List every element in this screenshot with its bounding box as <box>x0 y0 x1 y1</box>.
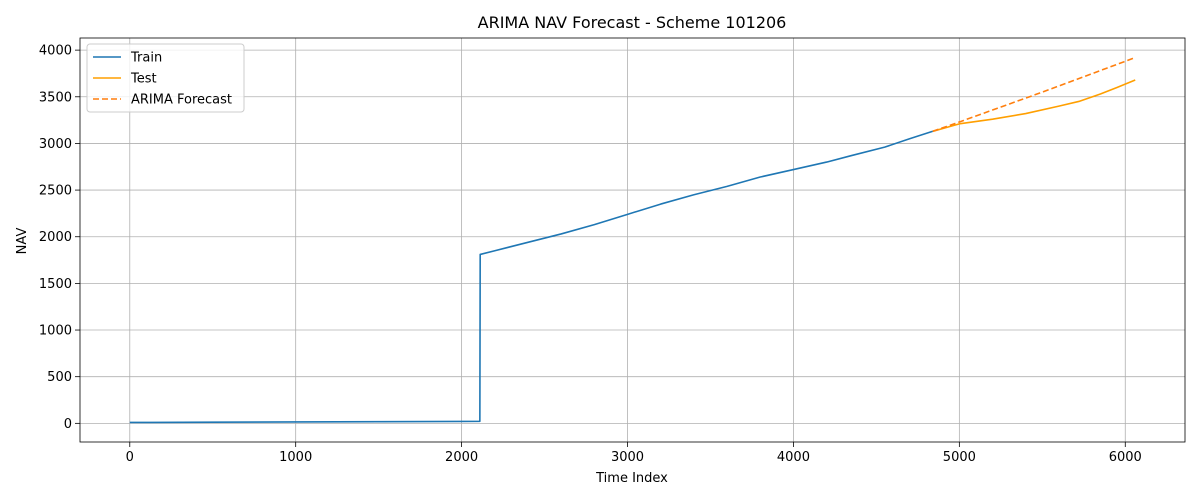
plot-area <box>80 38 1185 442</box>
x-tick-label: 3000 <box>611 450 644 465</box>
x-tick-label: 6000 <box>1109 450 1142 465</box>
legend-box <box>86 43 245 113</box>
y-tick-label: 3000 <box>39 137 72 152</box>
y-tick-label: 1000 <box>39 324 72 339</box>
chart-title: ARIMA NAV Forecast - Scheme 101206 <box>478 13 787 32</box>
ticks: 0 1000 2000 3000 4000 5000 6000 0 500 1000 1500 200… <box>39 44 1142 465</box>
series-group <box>129 56 1136 424</box>
y-tick-label: 3500 <box>39 90 72 105</box>
series-line-test <box>932 79 1136 133</box>
series-line-train <box>129 130 934 424</box>
x-tick-label: 2000 <box>445 450 478 465</box>
y-tick-label: 2500 <box>39 184 72 199</box>
x-tick-label: 4000 <box>777 450 810 465</box>
y-tick-label: 1500 <box>39 277 72 292</box>
x-axis-label: Time Index <box>595 471 668 486</box>
series-line-arima-forecast <box>932 56 1136 133</box>
legend-label-test: Test <box>130 72 157 87</box>
axes-frame <box>79 37 1186 443</box>
y-tick-label: 0 <box>64 417 72 432</box>
legend: Train Test ARIMA Forecast <box>86 43 245 113</box>
x-tick-label: 5000 <box>943 450 976 465</box>
x-tick-label: 1000 <box>279 450 312 465</box>
legend-label-arima-forecast: ARIMA Forecast <box>131 93 232 108</box>
y-tick-label: 2000 <box>39 230 72 245</box>
grid <box>80 38 1185 442</box>
y-tick-label: 4000 <box>39 44 72 59</box>
y-tick-label: 500 <box>47 370 72 385</box>
y-axis-label: NAV <box>15 228 30 255</box>
legend-label-train: Train <box>130 51 162 66</box>
x-tick-label: 0 <box>126 450 134 465</box>
